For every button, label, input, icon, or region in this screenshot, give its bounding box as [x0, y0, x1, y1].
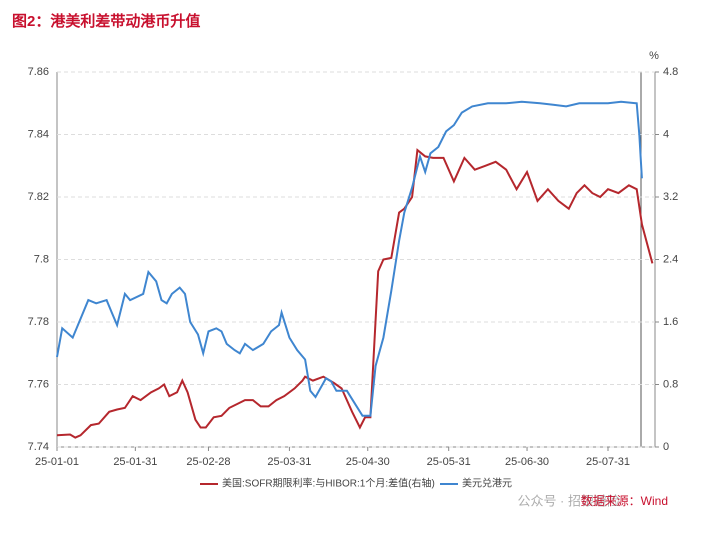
x-tick-label: 25-04-30: [346, 456, 390, 468]
x-tick-label: 25-05-31: [427, 456, 471, 468]
x-tick-label: 25-03-31: [267, 456, 311, 468]
x-tick-label: 25-01-31: [113, 456, 157, 468]
x-tick-label: 25-07-31: [586, 456, 630, 468]
y-tick-label: 7.84: [28, 128, 49, 140]
y2-tick-label: 3.2: [663, 191, 678, 203]
y2-tick-label: 1.6: [663, 316, 678, 328]
x-tick-label: 25-01-01: [35, 456, 79, 468]
legend-label: 美元兑港元: [462, 477, 512, 490]
y-tick-label: 7.74: [28, 441, 49, 453]
x-tick-label: 25-06-30: [505, 456, 549, 468]
source: 数据来源：Wind: [581, 493, 668, 508]
y-tick-label: 7.76: [28, 378, 49, 390]
watermark: 公众号 · 招银避险: [517, 493, 620, 508]
x-tick-label: 25-02-28: [186, 456, 230, 468]
y2-tick-label: 0.8: [663, 378, 678, 390]
y2-unit: %: [649, 50, 659, 62]
y2-tick-label: 2.4: [663, 253, 678, 265]
chart-title: 图2：港美利差带动港币升值: [12, 12, 200, 30]
y2-tick-label: 4: [663, 128, 669, 140]
y2-tick-label: 4.8: [663, 66, 678, 78]
y-tick-label: 7.86: [28, 66, 49, 78]
y-tick-label: 7.78: [28, 316, 49, 328]
legend-label: 美国:SOFR期限利率:与HIBOR:1个月:差值(右轴): [222, 477, 435, 490]
y-tick-label: 7.8: [34, 253, 49, 265]
series-line: [56, 148, 654, 439]
y2-tick-label: 0: [663, 441, 669, 453]
series-line: [56, 100, 643, 417]
y-tick-label: 7.82: [28, 191, 49, 203]
